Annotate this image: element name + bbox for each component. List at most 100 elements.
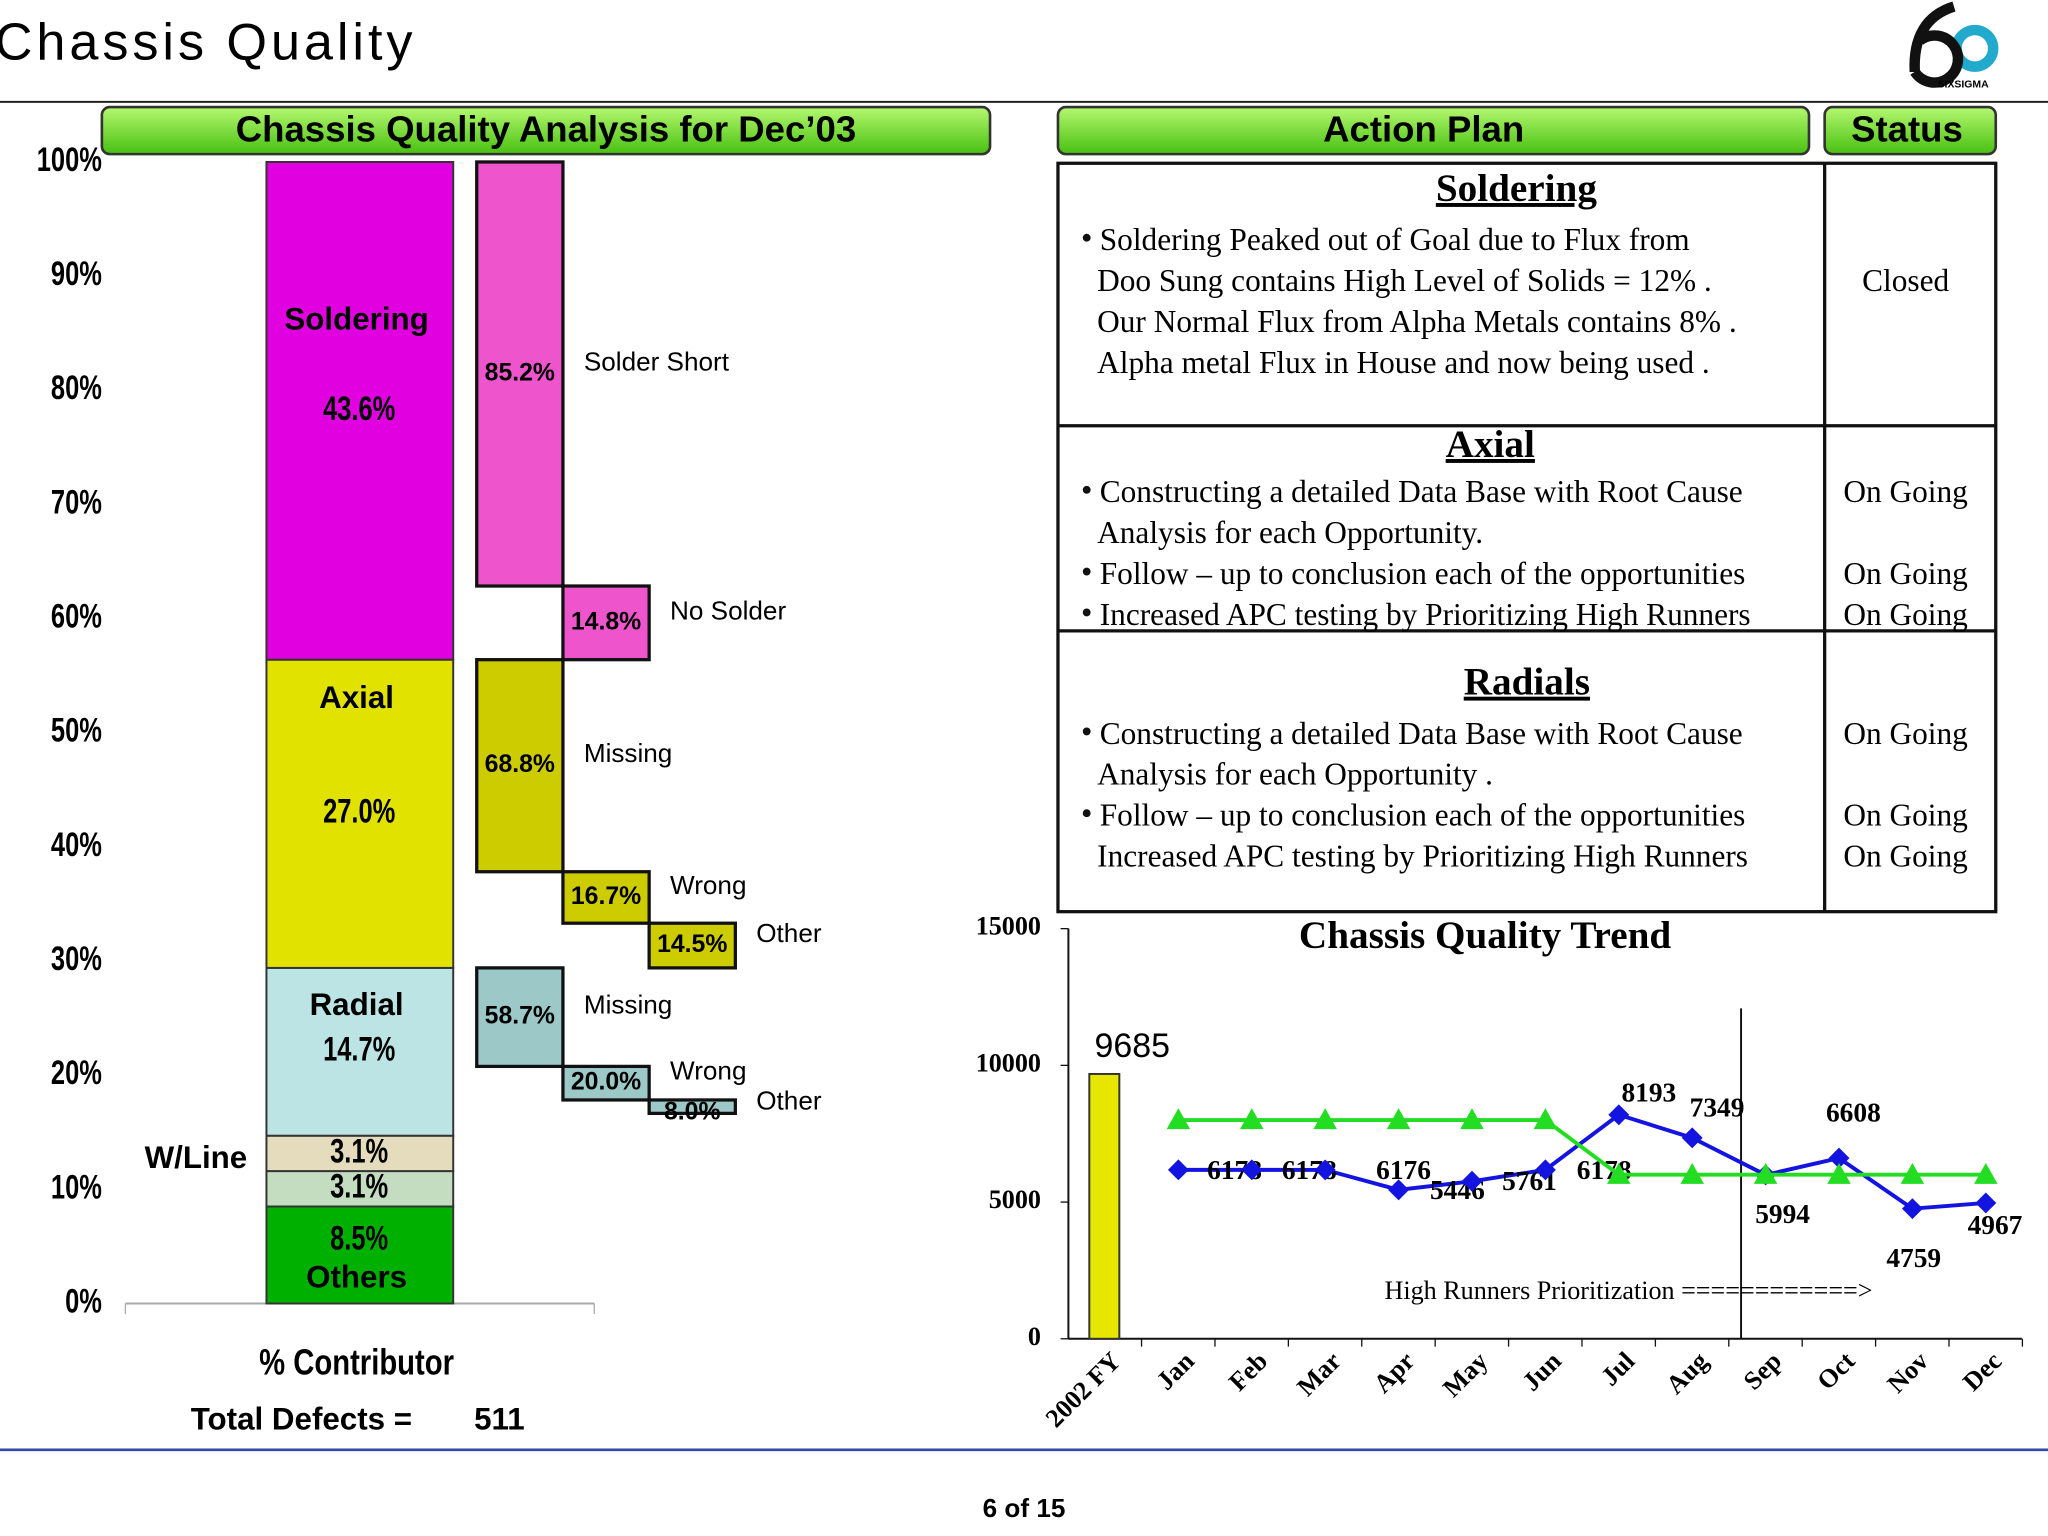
point-value-label: 4759 (1886, 1243, 1941, 1273)
marker (1681, 1127, 1703, 1149)
x-tick-label: Aug (1660, 1346, 1713, 1399)
section-heading: Axial (1446, 423, 1535, 466)
page-number: 6 of 15 (983, 1493, 1066, 1523)
action-line: Follow – up to conclusion each of the op… (1100, 798, 1746, 833)
breakdown-bar (647, 1098, 737, 1116)
bullet (1082, 233, 1091, 242)
marker (1388, 1179, 1410, 1201)
marker (1827, 1162, 1851, 1184)
segment-name: Others (306, 1260, 407, 1295)
y-tick-label: 50% (51, 712, 102, 749)
marker (1386, 1108, 1411, 1130)
x-tick-label: Jan (1151, 1346, 1201, 1396)
x-axis-label: % Contributor (259, 1343, 454, 1384)
point-value-label: 8193 (1621, 1077, 1676, 1107)
breakdown-name: Solder Short (584, 346, 730, 376)
x-tick-label: 2002 FY (1040, 1346, 1127, 1433)
marker (1607, 1162, 1631, 1184)
marker (1901, 1198, 1923, 1220)
annotation: High Runners Prioritization ============… (1384, 1276, 1872, 1305)
action-line: Our Normal Flux from Alpha Metals contai… (1097, 304, 1737, 339)
segment-value-label: 43.6% (323, 390, 395, 427)
y-tick-label: 0% (65, 1283, 102, 1320)
breakdown-value-label: 14.8% (571, 608, 641, 635)
breakdown-value-label: 58.7% (485, 1003, 555, 1030)
breakdown-bar (647, 921, 737, 970)
breakdown-value-label: 85.2% (485, 360, 555, 387)
total-label: Total Defects = (191, 1401, 412, 1436)
breakdown-bar (475, 658, 565, 874)
marker (1975, 1192, 1997, 1214)
breakdown-bar (561, 584, 651, 662)
breakdown-value-label: 8.0% (664, 1099, 721, 1126)
y-tick-label: 20% (51, 1055, 102, 1092)
y-tick-label: 90% (51, 256, 102, 293)
stack-segment (265, 658, 455, 969)
marker (1313, 1108, 1337, 1130)
x-tick-label: May (1437, 1346, 1493, 1402)
x-tick-label: Sep (1738, 1346, 1787, 1395)
marker (1167, 1159, 1189, 1181)
action-line: Analysis for each Opportunity. (1097, 515, 1483, 550)
y-tick-label: 0 (1028, 1322, 1041, 1351)
x-tick-label: Nov (1882, 1346, 1935, 1399)
action-header (1056, 105, 1811, 156)
marker (1240, 1108, 1264, 1130)
segment-name: Soldering (284, 302, 428, 337)
status: On Going (1843, 474, 1968, 509)
breakdown-value-label: 20.0% (571, 1069, 641, 1096)
breakdown-value-label: 16.7% (571, 883, 641, 910)
segment-value-label: 8.5% (330, 1220, 388, 1257)
logo-six-shape (1909, 1, 1964, 88)
x-tick-label: Jul (1595, 1346, 1640, 1391)
page-title: Chassis Quality (0, 14, 416, 72)
marker (1534, 1159, 1556, 1181)
action-line: Analysis for each Opportunity . (1097, 757, 1493, 792)
point-value-label: 6608 (1826, 1097, 1881, 1127)
point-value-label: 6176 (1376, 1155, 1431, 1185)
bullet (1082, 485, 1091, 494)
marker (1241, 1159, 1263, 1181)
status: Closed (1862, 263, 1949, 298)
y-tick-label: 100% (37, 142, 102, 179)
segment-name: Radial (310, 987, 404, 1022)
marker (1900, 1162, 1925, 1184)
marker (1533, 1108, 1558, 1130)
action-line: Alpha metal Flux in House and now being … (1097, 345, 1710, 380)
x-tick-label: Apr (1368, 1346, 1421, 1399)
bullet (1082, 567, 1091, 576)
segment-value-label: 27.0% (323, 793, 395, 830)
breakdown-name: Wrong (670, 870, 746, 900)
marker (1828, 1147, 1850, 1169)
point-value-label: 5994 (1755, 1199, 1810, 1229)
y-tick-label: 5000 (989, 1185, 1041, 1214)
section-heading: Soldering (1436, 167, 1597, 210)
marker (1974, 1162, 1998, 1184)
action-line: Soldering Peaked out of Goal due to Flux… (1100, 222, 1690, 257)
logo-text: SIXSIGMA (1938, 80, 1989, 91)
stack-segment (265, 966, 455, 1137)
status: On Going (1843, 597, 1968, 632)
bullet (1082, 727, 1091, 736)
segment-value-label: 14.7% (323, 1031, 395, 1068)
line (1178, 1112, 1986, 1211)
marker (1166, 1108, 1191, 1130)
bar (1088, 1072, 1121, 1340)
analysis-header (100, 105, 992, 156)
y-tick-label: 80% (51, 370, 102, 407)
breakdown-bar (475, 160, 565, 588)
bar-value-label: 9685 (1095, 1027, 1171, 1065)
x-tick-label: Dec (1957, 1346, 2007, 1396)
total-value: 511 (474, 1401, 525, 1436)
action-line: Constructing a detailed Data Base with R… (1100, 474, 1743, 509)
marker (1753, 1162, 1778, 1184)
y-tick-label: 10% (51, 1169, 102, 1206)
group-label: W/Line (145, 1140, 248, 1175)
breakdown-name: No Solder (670, 595, 786, 625)
breakdown-value-label: 68.8% (485, 751, 555, 778)
x-tick-label: Feb (1223, 1346, 1273, 1396)
breakdown-name: Wrong (670, 1056, 746, 1086)
segment-name: Axial (319, 680, 394, 715)
action-line: Increased APC testing by Prioritizing Hi… (1100, 597, 1751, 632)
